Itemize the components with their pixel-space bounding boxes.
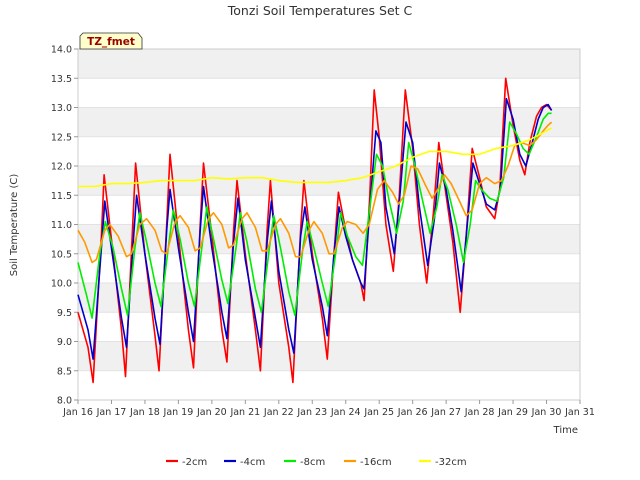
legend-label: -16cm (360, 457, 392, 468)
x-axis-label: Time (553, 425, 578, 436)
x-tick-label: Jan 22 (263, 407, 294, 418)
x-tick-label: Jan 30 (531, 407, 562, 418)
legend: -2cm -4cm -8cm -16cm -32cm (166, 457, 467, 468)
y-tick-label: 12.0 (51, 162, 72, 173)
annotation-box: TZ_fmet (79, 32, 143, 50)
x-tick-label: Jan 17 (96, 407, 127, 418)
legend-label: -4cm (240, 457, 265, 468)
series-line-neg32cm (78, 127, 552, 188)
y-tick-label: 13.5 (51, 74, 72, 85)
x-tick-label: Jan 21 (229, 407, 260, 418)
legend-label: -8cm (300, 457, 325, 468)
series-lines (77, 77, 553, 384)
x-tick-label: Jan 31 (564, 407, 595, 418)
y-tick-label: 10.5 (51, 249, 72, 260)
annotation-label: TZ_fmet (87, 36, 135, 48)
y-tick-label: 10.0 (51, 279, 72, 290)
series-line-neg2cm (77, 77, 553, 384)
y-tick-label: 8.5 (57, 366, 72, 377)
x-tick-label: Jan 27 (430, 407, 461, 418)
series-line-neg4cm (77, 97, 553, 360)
x-axis-ticks: Jan 16 Jan 17 Jan 18 Jan 19 Jan 20 Jan 21 Jan … (62, 400, 595, 418)
x-tick-label: Jan 29 (497, 407, 528, 418)
background-bands (78, 49, 580, 371)
grid-band (78, 107, 580, 137)
chart-title: Tonzi Soil Temperatures Set C (227, 3, 413, 18)
y-tick-label: 11.0 (51, 220, 72, 231)
x-tick-label: Jan 23 (296, 407, 327, 418)
y-tick-label: 8.0 (57, 396, 72, 407)
y-tick-label: 9.5 (57, 308, 72, 319)
y-tick-label: 9.0 (57, 337, 72, 348)
x-tick-label: Jan 19 (163, 407, 194, 418)
x-tick-label: Jan 25 (363, 407, 394, 418)
grid-band (78, 49, 580, 79)
y-axis-label: Soil Temperature (C) (9, 174, 20, 277)
series-line-neg16cm (77, 121, 553, 264)
grid-band (78, 341, 580, 371)
y-tick-label: 14.0 (51, 45, 72, 56)
x-tick-label: Jan 20 (196, 407, 227, 418)
x-tick-label: Jan 26 (397, 407, 428, 418)
x-tick-label: Jan 18 (129, 407, 160, 418)
x-tick-label: Jan 28 (464, 407, 495, 418)
series-line-neg8cm (77, 112, 552, 319)
x-tick-label: Jan 24 (330, 407, 361, 418)
y-tick-label: 13.0 (51, 103, 72, 114)
legend-label: -32cm (435, 457, 467, 468)
legend-label: -2cm (182, 457, 207, 468)
x-tick-label: Jan 16 (62, 407, 93, 418)
y-tick-label: 11.5 (51, 191, 72, 202)
y-axis-ticks: 8.0 8.5 9.0 9.5 10.0 10.5 11.0 11.5 12.0 12.5 13.0… (51, 45, 78, 407)
y-tick-label: 12.5 (51, 132, 72, 143)
